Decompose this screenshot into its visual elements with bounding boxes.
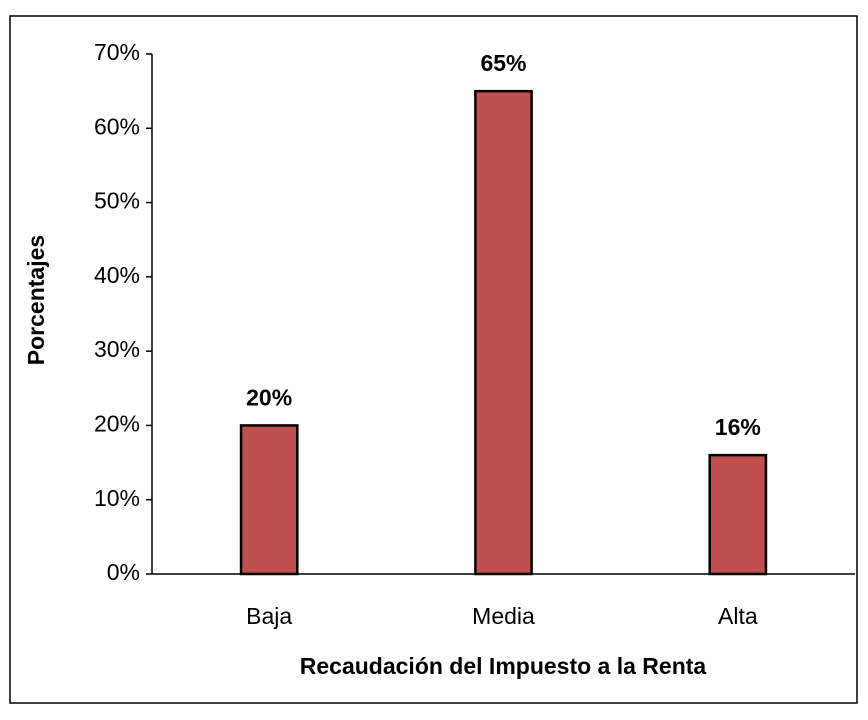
y-tick-label: 20% [94, 411, 140, 437]
y-tick-label: 70% [94, 39, 140, 65]
x-tick-label: Baja [246, 603, 292, 629]
data-label: 20% [246, 385, 292, 411]
y-tick-label: 10% [94, 485, 140, 511]
y-tick-label: 0% [107, 559, 140, 585]
x-axis-title: Recaudación del Impuesto a la Renta [300, 653, 707, 679]
x-tick-label: Alta [718, 603, 758, 629]
bar [708, 453, 768, 576]
y-tick-label: 40% [94, 262, 140, 288]
bar [239, 424, 299, 576]
y-tick-label: 50% [94, 188, 140, 214]
y-tick-label: 60% [94, 113, 140, 139]
y-tick-label: 30% [94, 336, 140, 362]
x-tick-label: Media [472, 603, 535, 629]
y-axis-title: Porcentajes [23, 235, 49, 365]
bar [474, 89, 533, 576]
chart-border [9, 15, 858, 704]
data-label: 16% [715, 414, 761, 440]
data-label: 65% [480, 50, 526, 76]
